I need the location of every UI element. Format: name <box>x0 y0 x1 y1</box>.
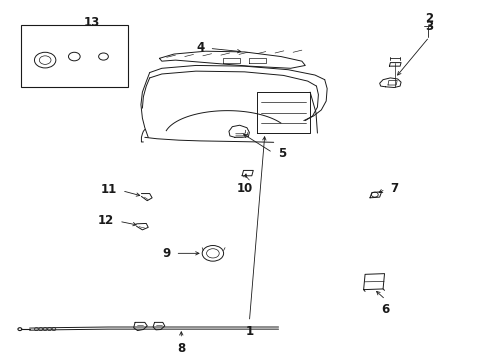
Text: 9: 9 <box>162 247 170 260</box>
Text: 3: 3 <box>425 21 432 33</box>
Text: 12: 12 <box>98 214 114 227</box>
Bar <box>21 24 127 87</box>
Text: 6: 6 <box>381 303 389 316</box>
Text: 4: 4 <box>196 41 204 54</box>
Text: 13: 13 <box>83 16 99 29</box>
Text: 2: 2 <box>425 12 432 25</box>
Text: 10: 10 <box>236 182 252 195</box>
Text: 8: 8 <box>177 342 185 355</box>
Text: 5: 5 <box>277 147 285 160</box>
Text: 11: 11 <box>101 184 117 197</box>
Text: 1: 1 <box>245 324 253 338</box>
Text: 7: 7 <box>389 182 398 195</box>
